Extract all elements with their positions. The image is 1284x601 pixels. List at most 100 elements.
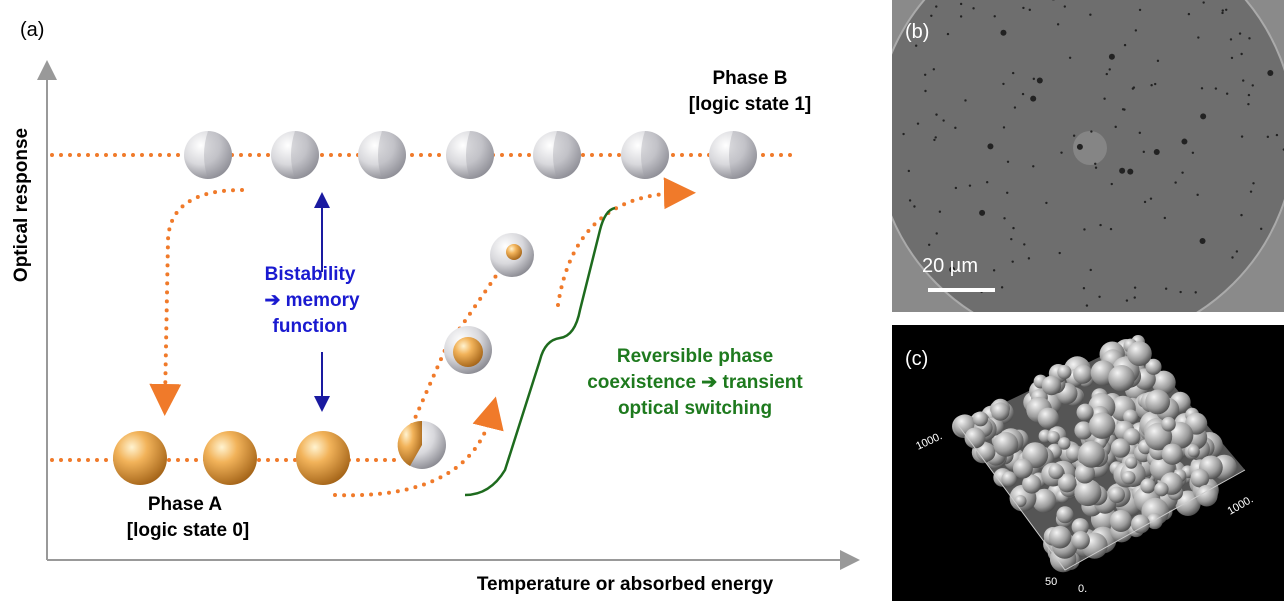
- sem-particle: [1143, 151, 1145, 153]
- panel-label: (c): [905, 348, 928, 370]
- afm-grain: [1073, 365, 1092, 384]
- panel-label: (b): [905, 21, 929, 43]
- sem-particle: [1139, 132, 1141, 134]
- afm-grain: [1140, 478, 1155, 493]
- sem-particle: [1133, 86, 1135, 88]
- sem-particle: [1007, 161, 1009, 163]
- sem-particle: [1239, 32, 1241, 34]
- phase-a-name: Phase A: [148, 494, 223, 515]
- afm-grain: [1111, 438, 1130, 457]
- afm-grain: [1013, 459, 1033, 479]
- sem-particle: [1248, 37, 1250, 39]
- sem-particle: [1023, 243, 1025, 245]
- gold-sphere: [113, 431, 167, 485]
- sem-particle: [930, 15, 932, 17]
- bistability-text: Bistability: [265, 264, 356, 285]
- sem-particle: [908, 170, 910, 172]
- sem-particle: [1028, 257, 1030, 259]
- sem-particle: [1240, 53, 1242, 55]
- afm-grain: [973, 411, 988, 426]
- sem-particle: [1134, 296, 1136, 298]
- afm-grain: [1089, 412, 1115, 438]
- sem-particle: [1215, 87, 1217, 89]
- afm-grain: [1077, 404, 1094, 421]
- sem-particle: [1192, 152, 1194, 154]
- afm-grain: [1162, 443, 1183, 464]
- sem-particle: [1195, 291, 1197, 293]
- sem-particle: [1094, 163, 1096, 165]
- sem-particle: [986, 181, 988, 183]
- afm-grain: [1014, 495, 1026, 507]
- sem-particle: [909, 199, 911, 201]
- sem-particle: [1200, 238, 1206, 244]
- switch-path: [558, 193, 680, 305]
- sem-particle: [1248, 94, 1250, 96]
- sem-particle: [1014, 106, 1016, 108]
- sem-particle: [1022, 7, 1024, 9]
- sem-particle: [935, 136, 937, 138]
- sem-particle: [1085, 319, 1087, 321]
- sem-particle: [1252, 182, 1254, 184]
- sem-particle: [954, 127, 956, 129]
- figure: (a) Optical response Temperature or abso…: [0, 0, 1284, 601]
- sem-particle: [1098, 321, 1100, 323]
- sem-particle: [1012, 227, 1014, 229]
- sem-particle: [1000, 30, 1006, 36]
- sem-particle: [1154, 83, 1156, 85]
- sem-particle: [969, 184, 971, 186]
- gold-core: [506, 244, 522, 260]
- afm-grain: [991, 402, 1009, 420]
- afm-grain: [1078, 441, 1105, 468]
- sem-particle: [960, 3, 962, 5]
- afm-grain: [1145, 390, 1170, 415]
- sem-particle: [1240, 214, 1242, 216]
- sem-particle: [1110, 228, 1112, 230]
- gold-sphere: [296, 431, 350, 485]
- sem-particle: [955, 187, 957, 189]
- coexistence-text: coexistence ➔ transient: [587, 372, 803, 393]
- afm-grain: [1190, 469, 1209, 488]
- sem-particle: [1231, 57, 1233, 59]
- sem-particle: [1174, 181, 1176, 183]
- sem-particle: [1154, 149, 1160, 155]
- sem-particle: [947, 33, 949, 35]
- afm-grain: [1154, 482, 1168, 496]
- sem-particle: [1090, 130, 1092, 132]
- sem-particle: [1179, 291, 1181, 293]
- sem-particle: [1032, 165, 1034, 167]
- sem-particle: [1083, 287, 1085, 289]
- gold-sphere: [203, 431, 257, 485]
- sem-particle: [1230, 38, 1232, 40]
- afm-grain: [1038, 408, 1059, 429]
- sem-particle: [1122, 108, 1124, 110]
- sem-particle: [1241, 135, 1243, 137]
- afm-grain: [1042, 376, 1061, 395]
- sem-particle: [960, 15, 962, 17]
- sem-particle: [924, 74, 926, 76]
- sem-particle: [1002, 83, 1004, 85]
- y-axis-label: Optical response: [11, 128, 32, 282]
- sem-particle: [933, 68, 935, 70]
- sem-particle: [1029, 9, 1031, 11]
- sem-particle: [1181, 139, 1187, 145]
- afm-grain: [1125, 456, 1137, 468]
- sem-particle: [1033, 78, 1035, 80]
- sem-particle: [1006, 192, 1008, 194]
- sem-particle: [1111, 183, 1113, 185]
- sem-particle: [1126, 299, 1128, 301]
- sem-particle: [1221, 12, 1223, 14]
- sem-particle: [1135, 29, 1137, 31]
- sem-particle: [1236, 250, 1238, 252]
- sem-particle: [942, 119, 944, 121]
- sem-particle: [994, 15, 996, 17]
- sem-particle: [972, 7, 974, 9]
- sem-particle: [1012, 72, 1014, 74]
- sem-particle: [1181, 171, 1183, 173]
- sem-particle: [1225, 9, 1227, 11]
- sem-particle: [1037, 77, 1043, 83]
- sem-particle: [1083, 228, 1085, 230]
- sem-particle: [1059, 252, 1061, 254]
- cooling-path: [165, 190, 242, 400]
- sphere-shade: [291, 131, 319, 179]
- sem-particle: [1276, 134, 1278, 136]
